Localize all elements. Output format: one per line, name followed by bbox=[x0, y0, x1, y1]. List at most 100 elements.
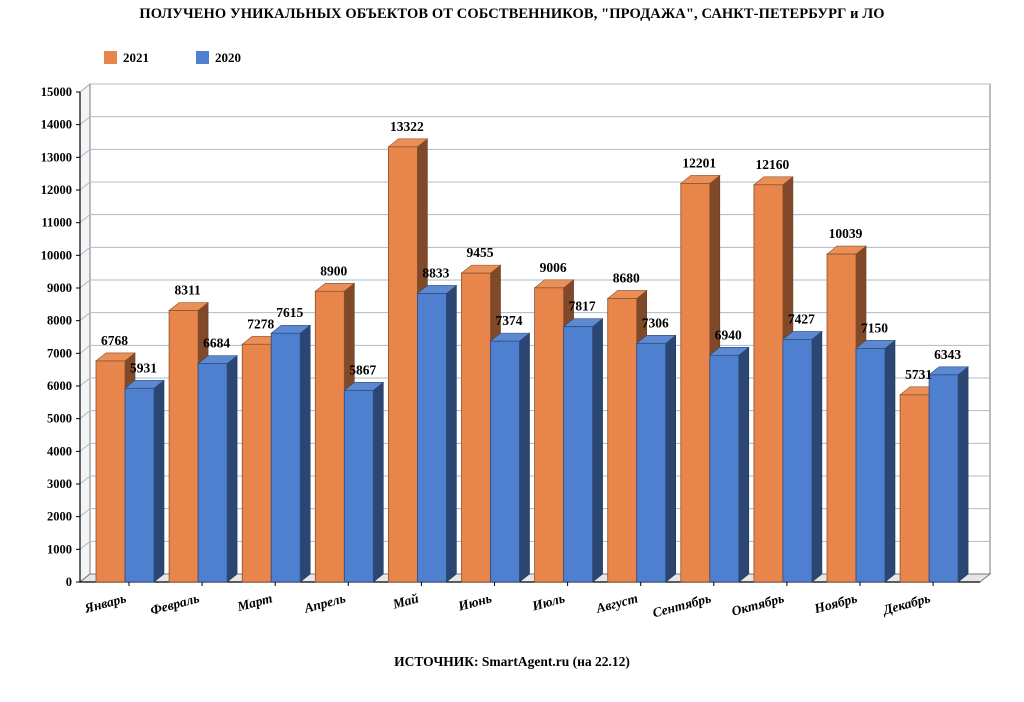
bar-side bbox=[519, 332, 530, 583]
legend-swatch-2021 bbox=[104, 51, 117, 64]
bar-2020-11 bbox=[855, 339, 896, 583]
bar-side bbox=[153, 379, 165, 583]
bar-front bbox=[636, 342, 667, 583]
data-label-2020-7: 7817 bbox=[569, 299, 596, 314]
source-note: ИСТОЧНИК: SmartAgent.ru (на 22.12) bbox=[394, 654, 630, 669]
bar-front bbox=[782, 338, 813, 583]
data-label-2020-6: 7374 bbox=[496, 313, 523, 328]
x-tick-label: Сентябрь bbox=[651, 590, 713, 620]
bar-2020-7 bbox=[562, 318, 604, 583]
x-tick-label: Ноябрь bbox=[812, 590, 859, 616]
data-label-2020-2: 6684 bbox=[203, 336, 230, 351]
x-tick-label: Август bbox=[594, 590, 640, 616]
data-label-2021-9: 12201 bbox=[682, 155, 716, 170]
data-label-2020-9: 6940 bbox=[715, 327, 742, 342]
bar-front bbox=[95, 360, 126, 583]
bar-side bbox=[811, 330, 823, 583]
data-label-2021-10: 12160 bbox=[756, 157, 790, 172]
bar-front bbox=[197, 363, 228, 583]
bar-side bbox=[372, 381, 384, 583]
data-label-2020-5: 8833 bbox=[422, 265, 449, 280]
data-label-2021-11: 10039 bbox=[829, 226, 863, 241]
bar-front bbox=[490, 340, 520, 583]
bar-front bbox=[855, 348, 886, 583]
bar-2020-9 bbox=[708, 346, 750, 583]
y-tick-label: 7000 bbox=[47, 346, 72, 360]
bar-side bbox=[446, 284, 457, 583]
x-tick-label: Март bbox=[235, 590, 274, 614]
y-tick-label: 13000 bbox=[41, 150, 72, 164]
bar-2020-12 bbox=[928, 366, 969, 583]
legend-item-2021: 2021 bbox=[104, 50, 149, 66]
y-tick-label: 12000 bbox=[41, 183, 72, 197]
bar-2020-10 bbox=[782, 330, 823, 583]
data-label-2020-11: 7150 bbox=[861, 320, 888, 335]
bar-2020-4 bbox=[343, 381, 385, 583]
bar-front bbox=[241, 343, 272, 583]
y-tick-label: 8000 bbox=[47, 314, 72, 328]
chart-title: ПОЛУЧЕНО УНИКАЛЬНЫХ ОБЪЕКТОВ ОТ СОБСТВЕН… bbox=[139, 6, 885, 22]
data-label-2021-7: 9006 bbox=[540, 260, 567, 275]
bar-2021-4 bbox=[314, 282, 356, 583]
bar-front bbox=[709, 354, 740, 583]
x-tick-label: Апрель bbox=[302, 590, 347, 616]
gridline bbox=[79, 116, 990, 126]
legend-label-2020: 2020 bbox=[215, 50, 241, 65]
bar-front bbox=[753, 184, 784, 583]
y-tick-label: 2000 bbox=[47, 510, 72, 524]
bar-front bbox=[314, 290, 345, 583]
bar-front bbox=[343, 389, 374, 583]
x-tick-label: Январь bbox=[82, 590, 128, 616]
bar-2020-8 bbox=[635, 334, 677, 583]
y-tick-label: 15000 bbox=[41, 85, 72, 99]
bar-front bbox=[168, 310, 199, 583]
x-tick-label: Октябрь bbox=[730, 590, 786, 618]
data-label-2021-8: 8680 bbox=[613, 270, 640, 285]
bar-2020-3 bbox=[270, 324, 312, 583]
data-label-2020-4: 5867 bbox=[349, 362, 376, 377]
bar-side bbox=[884, 339, 896, 583]
y-tick-label: 9000 bbox=[47, 281, 72, 295]
bar-front bbox=[461, 272, 491, 583]
y-tick-label: 4000 bbox=[47, 444, 72, 458]
data-label-2021-4: 8900 bbox=[320, 263, 347, 278]
bar-2020-6 bbox=[489, 332, 531, 583]
x-tick-labels: Январь Февраль Март Апрель Май Июнь Июль Август… bbox=[82, 582, 934, 620]
data-label-2021-1: 6768 bbox=[101, 333, 128, 348]
data-label-2021-6: 9455 bbox=[467, 245, 494, 260]
bar-front bbox=[387, 146, 418, 583]
y-tick-label: 6000 bbox=[47, 379, 72, 393]
data-label-2021-3: 7278 bbox=[247, 316, 274, 331]
bar-side bbox=[226, 355, 238, 583]
bar-front bbox=[270, 332, 301, 583]
y-tick-label: 10000 bbox=[41, 248, 72, 262]
x-tick-label: Декабрь bbox=[880, 590, 932, 617]
y-tick-label: 14000 bbox=[41, 118, 72, 132]
bar-side bbox=[592, 318, 603, 583]
legend-item-2020: 2020 bbox=[196, 50, 241, 66]
y-tick-label: 3000 bbox=[47, 477, 72, 491]
bars bbox=[95, 138, 969, 583]
bar-front bbox=[534, 287, 564, 583]
data-label-2020-12: 6343 bbox=[934, 347, 961, 362]
bar-2020-1 bbox=[124, 379, 165, 583]
y-tick-label: 11000 bbox=[41, 216, 72, 230]
bar-side bbox=[665, 334, 677, 583]
x-tick-label: Июнь bbox=[456, 590, 494, 614]
bar-front bbox=[899, 394, 930, 583]
side-wall bbox=[79, 82, 91, 584]
y-tick-label: 1000 bbox=[47, 542, 72, 556]
data-label-2021-12: 5731 bbox=[905, 367, 932, 382]
x-tick-label: Май bbox=[390, 590, 421, 612]
bar-front bbox=[928, 374, 959, 583]
bar-side bbox=[957, 366, 969, 583]
x-tick-label: Июль bbox=[530, 590, 567, 613]
data-label-2020-8: 7306 bbox=[642, 315, 669, 330]
gridline bbox=[79, 83, 990, 93]
gridline bbox=[79, 148, 990, 158]
y-tick-label: 0 bbox=[66, 575, 72, 589]
bar-front bbox=[680, 183, 711, 583]
y-tick-label: 5000 bbox=[47, 412, 72, 426]
